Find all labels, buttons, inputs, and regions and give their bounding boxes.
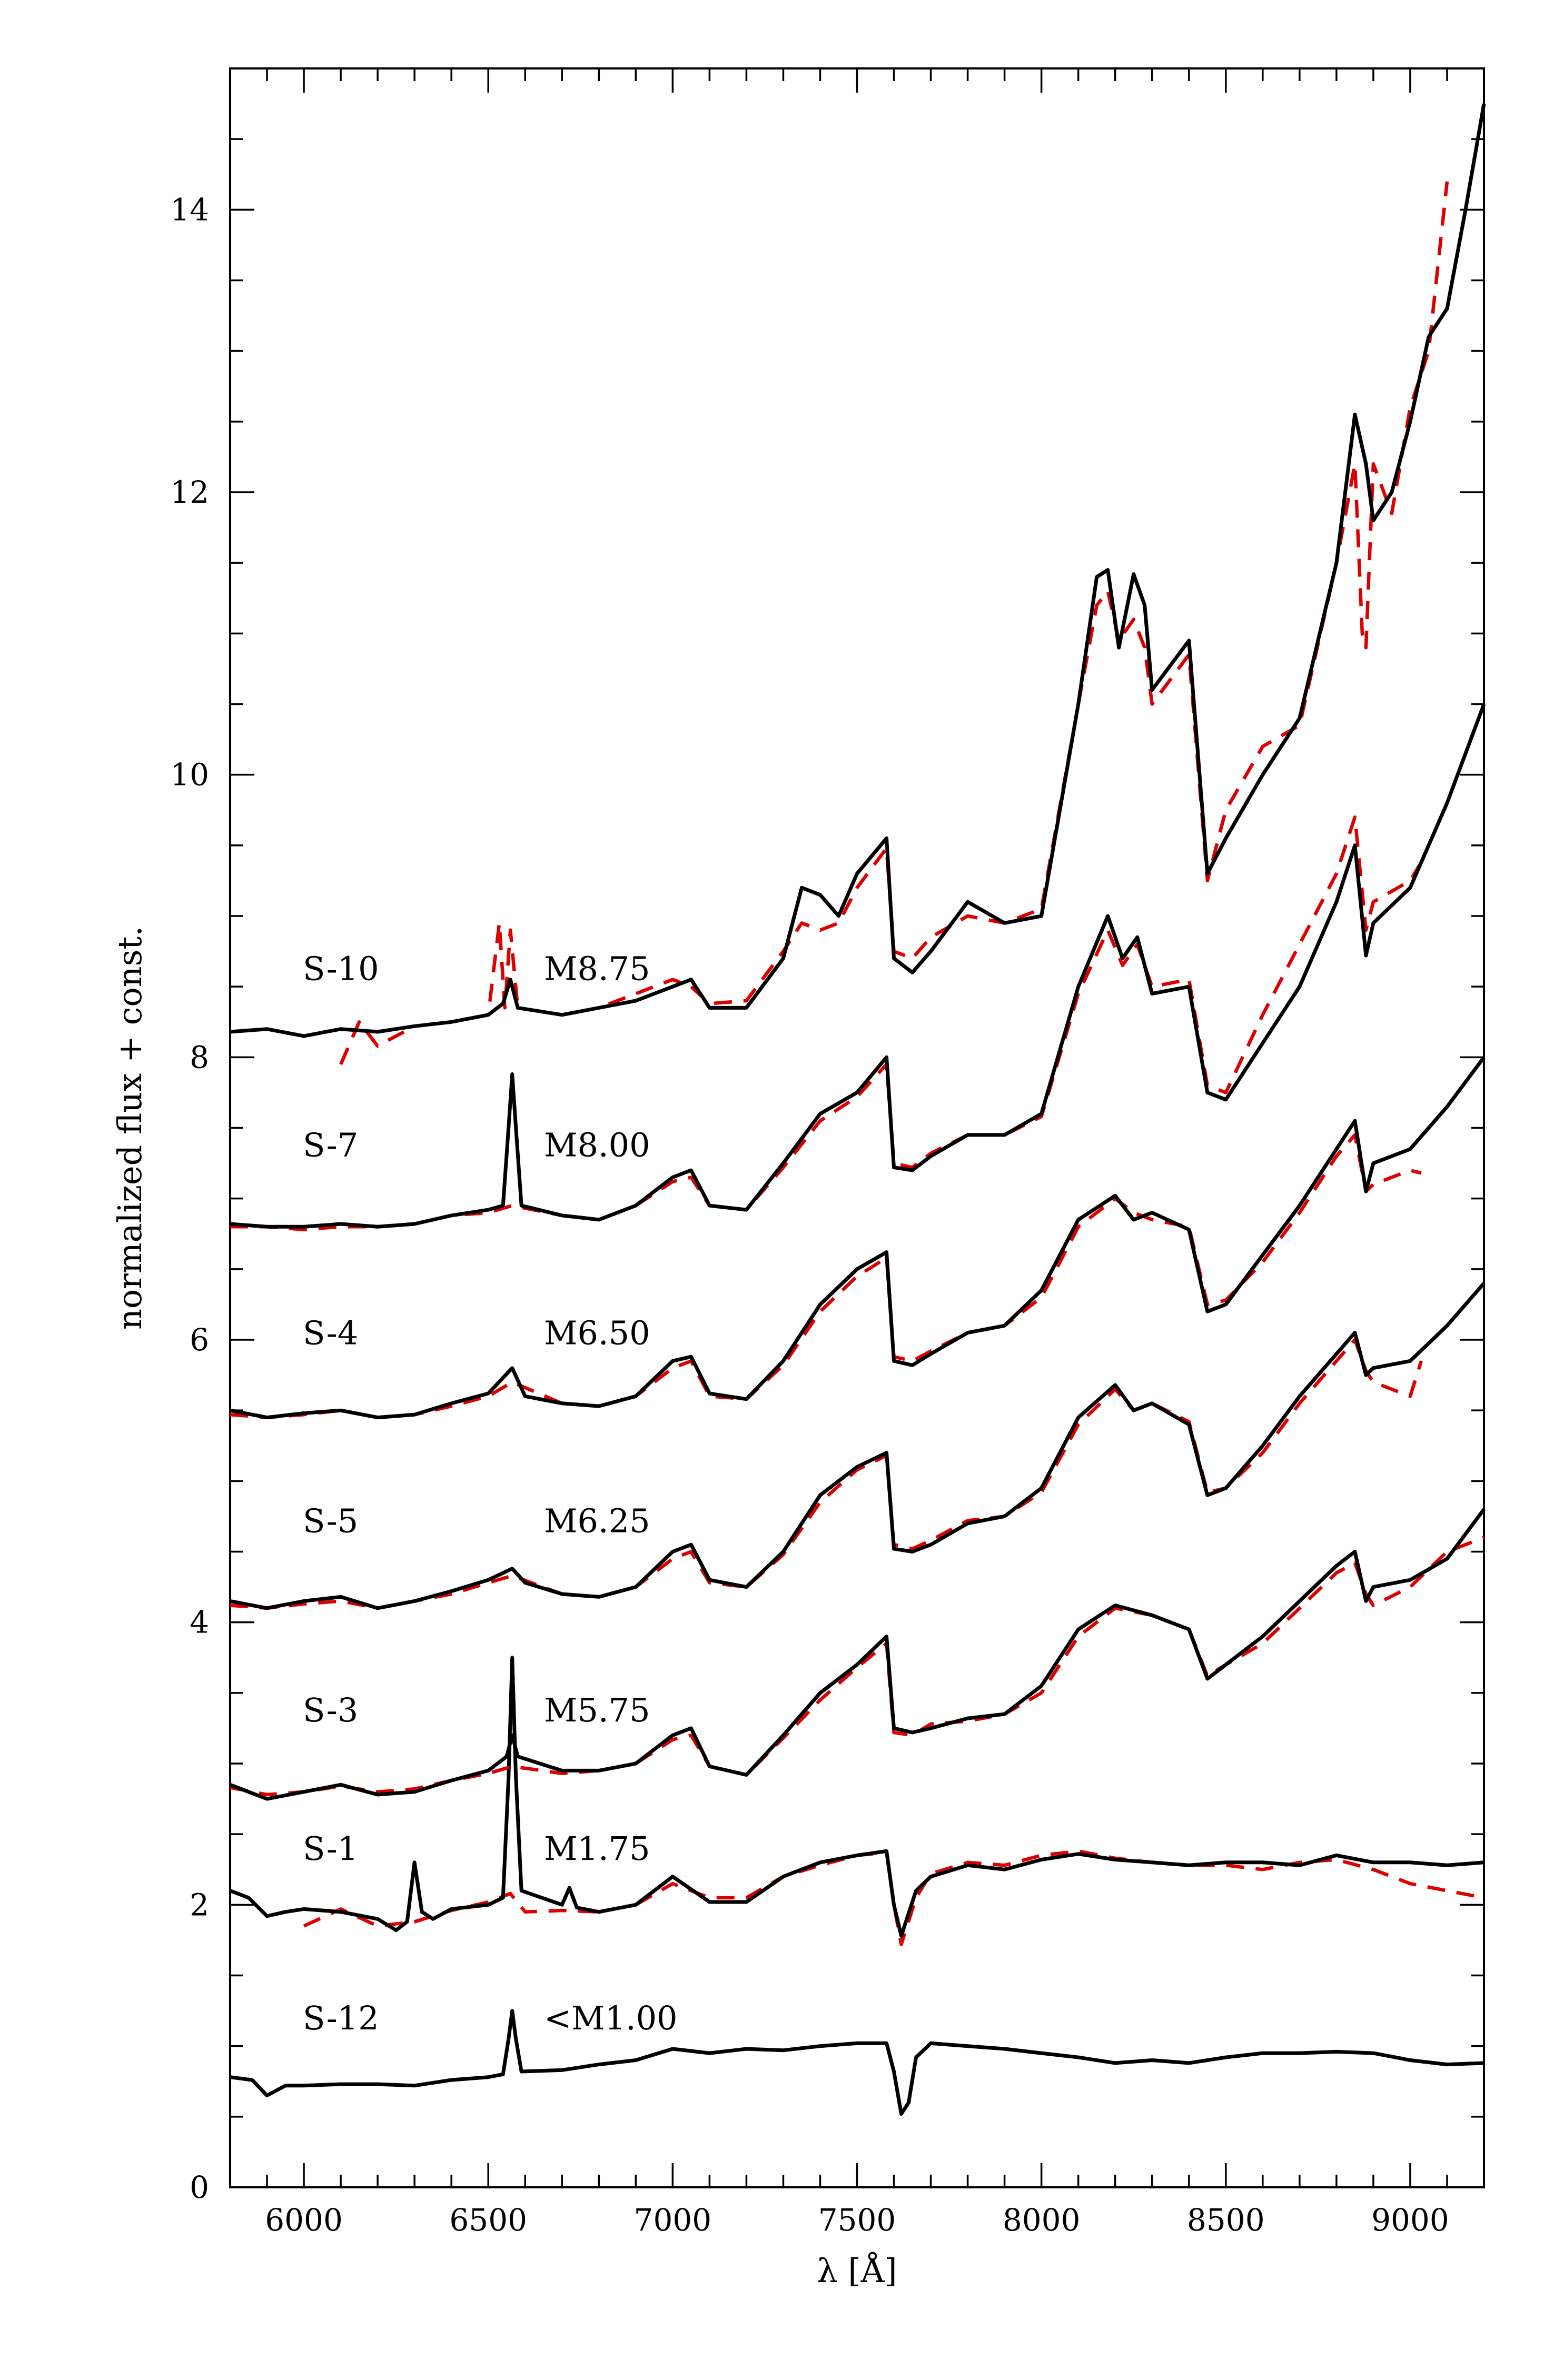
spectral-type-label: M8.75: [544, 949, 650, 988]
spectral-type-label: M8.00: [544, 1126, 650, 1164]
spectral-type-label: <M1.00: [544, 1999, 677, 2037]
x-tick-label: 6000: [265, 2202, 343, 2238]
spectral-type-label: M6.50: [544, 1314, 650, 1352]
y-tick-label: 14: [170, 192, 209, 227]
star-name-label: S-7: [303, 1126, 358, 1164]
x-tick-label: 8500: [1187, 2202, 1265, 2238]
y-tick-label: 6: [190, 1322, 209, 1358]
y-axis-label: normalized flux + const.: [111, 926, 149, 1330]
y-tick-label: 8: [190, 1039, 209, 1075]
observed-line-s-1: [229, 1656, 1484, 1938]
x-tick-label: 8000: [1003, 2202, 1081, 2238]
star-name-label: S-1: [303, 1829, 358, 1868]
x-tick-label: 7000: [634, 2202, 712, 2238]
observed-line-s-5: [230, 1282, 1486, 1610]
observed-line-s-4: [230, 1056, 1486, 1420]
spectral-type-label: M6.25: [544, 1501, 650, 1540]
x-axis-label: λ [Å]: [817, 2252, 897, 2290]
plot-frame: [229, 67, 1485, 2188]
x-tick-label: 9000: [1371, 2202, 1449, 2238]
star-name-label: S-12: [303, 1999, 379, 2037]
star-name-label: S-10: [303, 949, 379, 988]
template-line-s-7: [230, 815, 1423, 1231]
y-tick-label: 2: [190, 1887, 209, 1923]
star-name-label: S-3: [303, 1691, 358, 1729]
y-tick-label: 4: [190, 1605, 209, 1640]
star-name-label: S-5: [303, 1501, 358, 1540]
star-name-label: S-4: [303, 1314, 358, 1352]
template-line-s-4: [230, 1133, 1422, 1419]
y-tick-label: 12: [170, 474, 209, 510]
template-line-s-1: [303, 1849, 1484, 1946]
x-tick-label: 6500: [449, 2202, 527, 2238]
spectral-type-label: M1.75: [544, 1829, 650, 1868]
observed-line-s-3: [229, 1508, 1486, 1801]
y-tick-label: 0: [190, 2169, 209, 2205]
template-line-s-5: [230, 1338, 1423, 1610]
observed-line-s-7: [230, 703, 1486, 1229]
spectral-type-label: M5.75: [544, 1691, 650, 1729]
observed-line-s-12: [230, 2009, 1484, 2116]
x-tick-label: 7500: [818, 2202, 896, 2238]
observed-line-s-10: [230, 103, 1486, 1038]
y-tick-label: 10: [170, 757, 209, 793]
